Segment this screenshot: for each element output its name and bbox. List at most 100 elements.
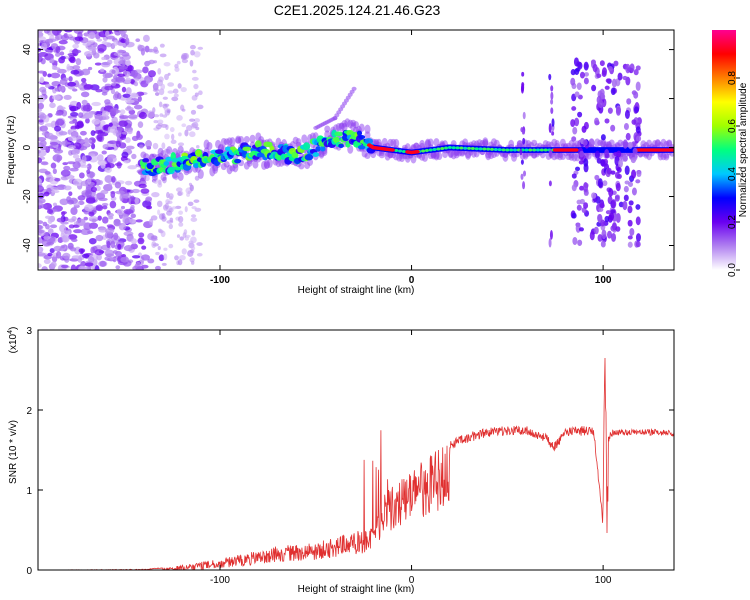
noise-blob <box>122 216 131 225</box>
noise-blob <box>78 112 84 119</box>
noise-blob <box>60 55 66 60</box>
noise-blob <box>67 136 78 142</box>
spike-blob <box>609 212 615 221</box>
noise-blob <box>159 43 165 48</box>
spike-blob <box>602 180 608 187</box>
noise-blob <box>88 256 95 263</box>
ridge-halo <box>197 169 204 180</box>
ridge-center <box>501 148 506 152</box>
noise-blob <box>83 216 88 221</box>
noise-blob <box>155 124 162 130</box>
arm-blob <box>351 86 357 91</box>
noise-blob <box>38 263 42 268</box>
noise-blob <box>196 104 204 110</box>
noise-blob <box>118 222 127 231</box>
ridge-center <box>444 146 449 150</box>
noise-blob <box>85 189 92 198</box>
noise-blob <box>119 142 127 149</box>
noise-blob <box>174 255 179 261</box>
noise-blob <box>193 51 201 58</box>
noise-blob <box>159 113 164 117</box>
spike-blob <box>622 200 628 211</box>
ridge-center <box>539 148 544 152</box>
noise-blob <box>59 224 67 233</box>
snr-x-tick-label: -100 <box>210 575 230 586</box>
spike-blob <box>624 109 630 119</box>
noise-blob <box>38 36 47 42</box>
ridge-halo <box>358 123 365 133</box>
ridge-peak <box>573 148 579 152</box>
ridge-center <box>505 148 510 152</box>
noise-blob <box>98 197 108 202</box>
ridge-core <box>165 156 173 162</box>
noise-blob <box>38 70 45 74</box>
noise-blob <box>96 38 103 42</box>
spike-blob <box>613 60 619 67</box>
noise-blob <box>117 73 126 77</box>
noise-blob <box>133 104 143 110</box>
noise-blob <box>80 180 90 187</box>
noise-blob <box>38 136 47 142</box>
noise-blob <box>132 265 143 270</box>
noise-blob <box>180 86 187 93</box>
noise-blob <box>104 99 111 105</box>
spike-blob <box>617 72 623 81</box>
snr-y-label: SNR (10 * v/v) <box>8 420 19 484</box>
spike-blob <box>635 216 641 226</box>
noise-blob <box>74 36 84 42</box>
spike-blob <box>615 182 621 192</box>
noise-blob <box>38 102 44 110</box>
spike-blob <box>548 73 552 81</box>
noise-blob <box>163 61 171 67</box>
noise-blob <box>188 240 194 245</box>
noise-blob <box>88 211 95 217</box>
noise-blob <box>81 155 87 164</box>
noise-blob <box>95 88 103 93</box>
spike-blob <box>550 107 554 114</box>
noise-blob <box>191 122 199 129</box>
spike-blob <box>594 174 600 181</box>
noise-blob <box>114 162 123 167</box>
noise-blob <box>191 76 199 81</box>
snr-y-tick-label: 1 <box>26 486 32 497</box>
noise-blob <box>54 120 60 127</box>
noise-blob <box>162 114 168 118</box>
ridge-halo <box>298 163 305 170</box>
spike-blob <box>632 147 638 155</box>
spike-blob <box>629 227 635 236</box>
noise-blob <box>145 140 152 148</box>
spike-blob <box>520 173 524 180</box>
noise-blob <box>110 191 116 199</box>
noise-blob <box>50 261 57 268</box>
noise-blob <box>46 208 54 215</box>
noise-blob <box>189 249 195 254</box>
noise-blob <box>102 115 110 120</box>
noise-blob <box>137 237 145 245</box>
arm-blob <box>349 89 355 94</box>
snr-y-multiplier: (x104) <box>7 327 19 354</box>
noise-blob <box>174 66 180 72</box>
colorbar-tick-label: 0.6 <box>727 119 738 133</box>
noise-blob <box>72 65 81 70</box>
spike-blob <box>613 151 619 157</box>
noise-blob <box>104 175 113 183</box>
heatmap-x-tick-label: 100 <box>595 275 612 286</box>
noise-blob <box>181 248 187 255</box>
noise-blob <box>59 78 68 85</box>
noise-blob <box>191 214 197 218</box>
spike-blob <box>625 132 631 141</box>
noise-blob <box>86 102 91 110</box>
noise-blob <box>140 48 146 56</box>
ridge-halo <box>301 134 308 144</box>
noise-blob <box>163 253 168 261</box>
noise-blob <box>55 52 61 57</box>
spike-blob <box>601 70 607 78</box>
noise-blob <box>160 83 166 91</box>
noise-blob <box>154 265 161 270</box>
noise-blob <box>157 209 161 216</box>
noise-blob <box>43 235 51 240</box>
heatmap-y-label: Frequency (Hz) <box>6 116 17 185</box>
noise-blob <box>153 60 157 64</box>
noise-blob <box>149 218 154 226</box>
spike-blob <box>631 187 637 196</box>
